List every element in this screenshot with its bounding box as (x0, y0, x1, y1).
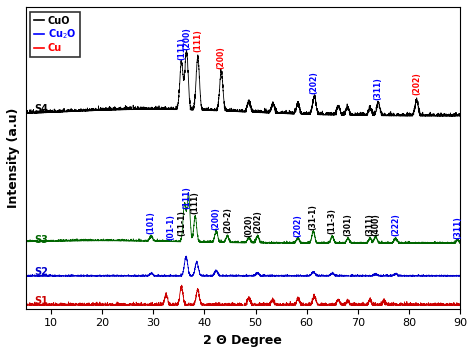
Text: S3: S3 (35, 235, 48, 245)
Text: (111): (111) (193, 29, 202, 52)
Text: (200): (200) (182, 27, 191, 50)
Text: (111): (111) (182, 186, 191, 209)
Text: (202): (202) (412, 73, 421, 95)
Text: (202): (202) (310, 72, 319, 94)
Text: (400): (400) (371, 213, 380, 236)
Text: (200): (200) (212, 207, 221, 230)
Text: (11-3): (11-3) (328, 209, 337, 234)
Text: S4: S4 (35, 104, 48, 114)
Text: (111): (111) (191, 191, 200, 213)
Y-axis label: Intensity (a.u): Intensity (a.u) (7, 108, 20, 208)
Text: (202): (202) (293, 214, 302, 237)
Text: (301): (301) (344, 213, 353, 236)
Text: (31-1): (31-1) (309, 204, 318, 230)
Legend: CuO, Cu$_2$O, Cu: CuO, Cu$_2$O, Cu (30, 12, 81, 57)
Text: (111): (111) (177, 37, 186, 59)
Text: (200): (200) (217, 46, 226, 69)
Text: (311): (311) (453, 216, 462, 239)
Text: (222): (222) (391, 214, 400, 236)
Text: (101): (101) (147, 212, 156, 234)
Text: S2: S2 (35, 267, 48, 277)
Text: (11-1): (11-1) (177, 210, 186, 236)
Text: (020): (020) (245, 214, 254, 236)
Text: S1: S1 (35, 296, 48, 306)
Text: (311): (311) (374, 77, 383, 100)
Text: (202): (202) (253, 210, 262, 233)
Text: (20-2): (20-2) (223, 207, 232, 233)
X-axis label: 2 Θ Degree: 2 Θ Degree (203, 334, 282, 347)
Text: (311): (311) (365, 213, 374, 236)
Text: (01-1): (01-1) (167, 214, 176, 240)
